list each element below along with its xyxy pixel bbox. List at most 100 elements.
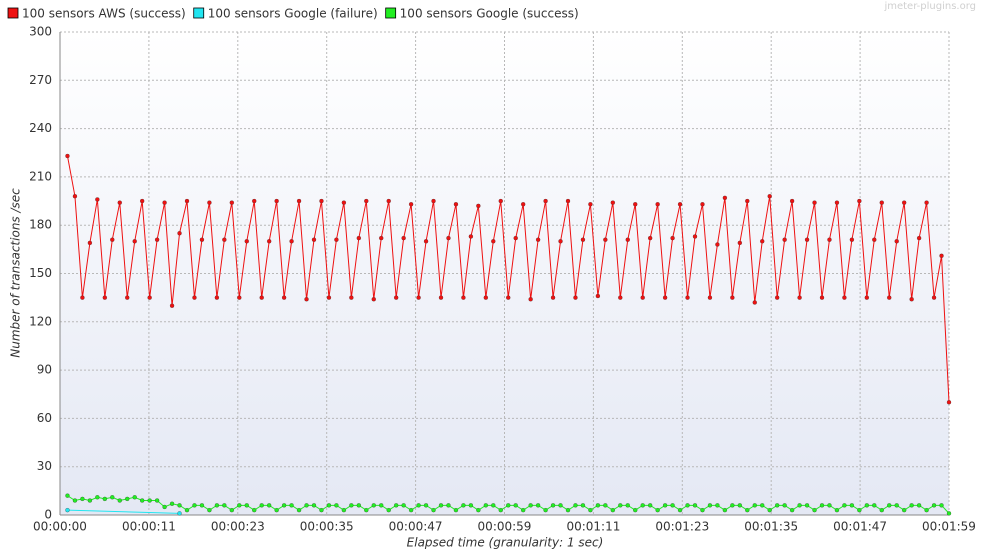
data-point (752, 503, 757, 508)
data-point (237, 503, 242, 508)
data-point (453, 202, 459, 207)
data-point (281, 295, 287, 300)
data-point (946, 400, 952, 405)
data-point (72, 194, 78, 199)
legend-label: 100 sensors Google (failure) (208, 7, 378, 21)
x-tick-label: 00:01:23 (655, 520, 709, 534)
data-point (872, 237, 877, 242)
data-point (633, 508, 638, 513)
data-point (87, 240, 93, 246)
data-point (804, 237, 810, 242)
data-point (924, 508, 929, 513)
data-point (296, 508, 302, 513)
data-point (842, 295, 847, 300)
data-point (154, 237, 160, 242)
data-point (394, 295, 399, 300)
data-point (125, 295, 130, 300)
data-point (707, 295, 713, 300)
data-point (528, 297, 533, 302)
data-point (117, 200, 122, 205)
x-tick-label: 00:00:59 (478, 520, 532, 534)
data-point (677, 202, 683, 207)
data-point (827, 237, 832, 242)
y-tick-label: 90 (37, 363, 52, 377)
data-point (640, 503, 645, 508)
data-point (879, 508, 884, 513)
data-point (543, 198, 548, 204)
data-point (476, 508, 481, 513)
data-point (244, 239, 249, 244)
data-point (80, 496, 85, 502)
data-point (864, 503, 869, 508)
y-tick-label: 150 (29, 266, 52, 280)
data-point (401, 503, 406, 508)
data-point (498, 508, 503, 513)
data-point (461, 503, 466, 508)
data-point (819, 295, 825, 300)
data-point (558, 503, 563, 508)
data-point (521, 202, 526, 207)
data-point (304, 297, 309, 302)
data-point (550, 503, 556, 508)
data-point (408, 202, 414, 207)
x-tick-label: 00:01:47 (833, 520, 887, 534)
data-point (588, 508, 593, 513)
data-point (648, 503, 653, 508)
data-point (722, 508, 728, 513)
legend-swatch (7, 7, 19, 19)
data-point (789, 198, 795, 204)
data-point (65, 508, 70, 513)
data-point (916, 235, 922, 241)
data-point (804, 503, 810, 508)
data-point (431, 198, 436, 204)
data-point (745, 508, 750, 513)
data-point (140, 498, 145, 503)
data-point (498, 198, 503, 204)
data-point (468, 503, 474, 508)
data-point (513, 503, 518, 508)
data-point (580, 503, 586, 508)
data-point (692, 503, 698, 508)
data-point (767, 194, 772, 199)
data-point (192, 295, 197, 300)
data-point (565, 508, 571, 513)
data-point (423, 239, 429, 244)
legend-label: 100 sensors Google (success) (400, 7, 579, 21)
data-point (610, 200, 615, 205)
legend-swatch (385, 7, 397, 19)
y-tick-label: 0 (44, 508, 52, 522)
data-point (110, 495, 115, 500)
data-point (214, 295, 220, 300)
data-point (506, 295, 511, 300)
y-tick-label: 210 (29, 169, 52, 183)
data-point (894, 503, 899, 508)
data-point (775, 503, 780, 508)
x-tick-label: 00:00:11 (122, 520, 176, 534)
data-point (364, 198, 369, 204)
data-point (610, 508, 615, 513)
data-point (715, 503, 720, 508)
data-point (648, 235, 653, 241)
data-point (946, 511, 952, 516)
data-point (371, 503, 376, 508)
data-point (812, 508, 817, 513)
data-point (364, 508, 369, 513)
data-point (737, 240, 742, 246)
data-point (304, 503, 309, 508)
data-point (715, 242, 720, 247)
data-point (767, 508, 772, 513)
data-point (110, 237, 115, 242)
data-point (334, 503, 339, 508)
data-point (909, 297, 914, 302)
data-point (558, 239, 563, 244)
data-point (431, 508, 436, 513)
data-point (72, 498, 78, 503)
data-point (677, 508, 683, 513)
data-point (857, 508, 862, 513)
data-point (461, 295, 466, 300)
data-point (797, 295, 802, 300)
data-point (789, 508, 795, 513)
data-point (737, 503, 742, 508)
data-point (535, 237, 541, 242)
data-point (692, 234, 698, 239)
